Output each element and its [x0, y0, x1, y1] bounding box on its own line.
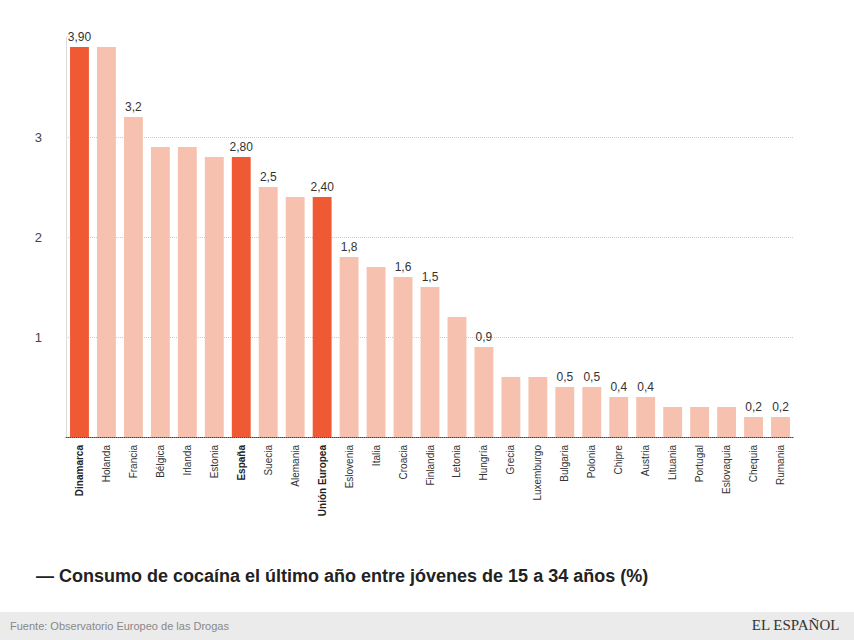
- svg-text:3,90: 3,90: [68, 30, 92, 44]
- svg-text:Estonia: Estonia: [209, 445, 220, 479]
- svg-text:0,9: 0,9: [476, 330, 493, 344]
- svg-text:Letonia: Letonia: [451, 445, 462, 478]
- svg-text:1,8: 1,8: [341, 240, 358, 254]
- svg-text:0,5: 0,5: [583, 370, 600, 384]
- svg-text:Dinamarca: Dinamarca: [74, 445, 85, 497]
- svg-text:2: 2: [35, 230, 42, 245]
- svg-text:Austria: Austria: [640, 445, 651, 477]
- svg-text:Grecia: Grecia: [505, 445, 516, 475]
- svg-text:1,5: 1,5: [422, 270, 439, 284]
- svg-text:3,2: 3,2: [125, 100, 142, 114]
- svg-text:España: España: [236, 445, 247, 481]
- svg-text:Eslovenia: Eslovenia: [344, 445, 355, 489]
- svg-text:1,6: 1,6: [395, 260, 412, 274]
- svg-text:Fuente: Observatorio Europeo d: Fuente: Observatorio Europeo de las Drog…: [10, 620, 229, 632]
- svg-text:3: 3: [35, 130, 42, 145]
- svg-text:0,4: 0,4: [637, 380, 654, 394]
- svg-text:Italia: Italia: [371, 445, 382, 467]
- svg-text:Lituania: Lituania: [667, 445, 678, 480]
- svg-text:Holanda: Holanda: [101, 445, 112, 483]
- svg-text:Suecia: Suecia: [263, 445, 274, 476]
- svg-text:1: 1: [35, 330, 42, 345]
- svg-text:EL ESPAÑOL: EL ESPAÑOL: [752, 617, 840, 633]
- svg-text:Rumania: Rumania: [775, 445, 786, 485]
- svg-text:Luxemburgo: Luxemburgo: [532, 445, 543, 501]
- svg-text:Croacia: Croacia: [398, 445, 409, 480]
- svg-text:2,40: 2,40: [310, 180, 334, 194]
- svg-text:Alemania: Alemania: [290, 445, 301, 487]
- svg-text:2,80: 2,80: [230, 140, 254, 154]
- svg-text:Portugal: Portugal: [694, 445, 705, 482]
- svg-text:Francia: Francia: [128, 445, 139, 479]
- svg-text:Eslovaquia: Eslovaquia: [721, 445, 732, 494]
- svg-text:0,2: 0,2: [772, 400, 789, 414]
- svg-text:Finlandia: Finlandia: [425, 445, 436, 486]
- svg-text:Polonia: Polonia: [586, 445, 597, 479]
- svg-text:Bulgaria: Bulgaria: [559, 445, 570, 482]
- svg-text:0,4: 0,4: [610, 380, 627, 394]
- svg-text:0,5: 0,5: [556, 370, 573, 384]
- svg-text:— Consumo de cocaína el último: — Consumo de cocaína el último año entre…: [36, 566, 648, 586]
- svg-text:Bélgica: Bélgica: [155, 445, 166, 478]
- svg-text:2,5: 2,5: [260, 170, 277, 184]
- svg-text:Chequia: Chequia: [748, 445, 759, 483]
- svg-text:0,2: 0,2: [745, 400, 762, 414]
- svg-text:Unión Europea: Unión Europea: [317, 445, 328, 517]
- svg-text:Hungría: Hungría: [478, 445, 489, 481]
- svg-text:Irlanda: Irlanda: [182, 445, 193, 476]
- svg-text:Chipre: Chipre: [613, 445, 624, 475]
